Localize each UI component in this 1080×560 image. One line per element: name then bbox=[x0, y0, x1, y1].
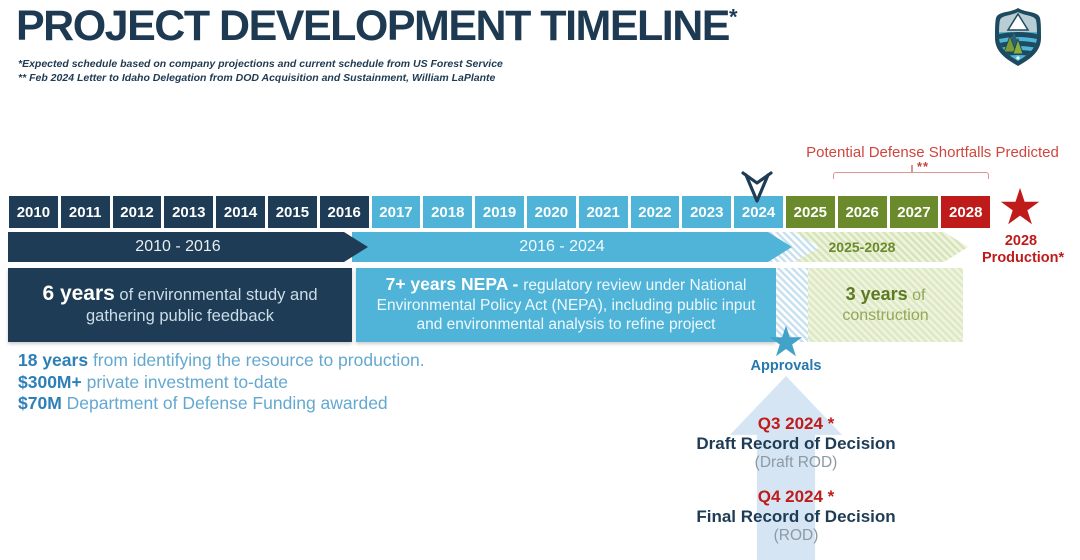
year-cell: 2028 bbox=[941, 196, 991, 228]
approvals-label: Approvals bbox=[750, 358, 822, 374]
year-cell: 2010 bbox=[9, 196, 58, 228]
phase-bar-construction: 2025-2028 bbox=[774, 232, 968, 262]
study-description-block: 6 years of environmental study and gathe… bbox=[8, 268, 352, 342]
milestone-title: Final Record of Decision bbox=[696, 507, 896, 526]
production-text: Production* bbox=[982, 250, 1065, 266]
milestone-sub: (ROD) bbox=[773, 527, 819, 544]
year-cell: 2017 bbox=[371, 196, 421, 228]
stat-line: $70M Department of Defense Funding award… bbox=[18, 393, 388, 413]
year-cell: 2012 bbox=[112, 196, 162, 228]
year-cell: 2011 bbox=[60, 196, 110, 228]
year-cell: 2014 bbox=[216, 196, 265, 228]
year-cell: 2015 bbox=[267, 196, 317, 228]
phase-bar-nepa: 2016 - 2024 bbox=[352, 232, 792, 262]
year-cell: 2027 bbox=[889, 196, 939, 228]
year-cell: 2025 bbox=[785, 196, 835, 228]
title-footnote-marker: * bbox=[728, 4, 738, 30]
shortfalls-bracket: ** bbox=[833, 159, 989, 179]
milestone-date: Q4 2024 * bbox=[757, 487, 835, 506]
stat-line: $300M+ private investment to-date bbox=[18, 371, 288, 392]
year-cell: 2020 bbox=[526, 196, 576, 228]
year-row: 2010 2011 2012 2013 2014 2015 2016 2017 2018 2019… bbox=[9, 196, 991, 228]
current-position-chevron-icon bbox=[737, 168, 777, 209]
nepa-description-block: 7+ years NEPA - regulatory review under … bbox=[356, 268, 776, 342]
nepa-rest: regulatory review under National Environ… bbox=[376, 277, 756, 334]
year-cell: 2018 bbox=[423, 196, 473, 228]
study-rest: of environmental study and gathering pub… bbox=[85, 286, 318, 325]
stat-line: 18 years from identifying the resource t… bbox=[18, 350, 425, 370]
transition-hatch-block bbox=[776, 268, 808, 342]
year-cell: 2019 bbox=[475, 196, 524, 228]
year-cell: 2022 bbox=[630, 196, 680, 228]
milestone-final-rod: Q4 2024 * Final Record of Decision (ROD) bbox=[670, 487, 922, 545]
year-cell: 2021 bbox=[578, 196, 628, 228]
approvals-star-icon: ★ bbox=[767, 318, 805, 365]
year-cell: 2024 bbox=[734, 196, 783, 228]
construction-years-bold: 3 years bbox=[845, 284, 908, 304]
production-label: 2028 Production* bbox=[982, 233, 1065, 267]
nepa-years-bold: 7+ years NEPA - bbox=[385, 274, 524, 295]
milestone-sub: (Draft ROD) bbox=[754, 454, 838, 471]
milestone-title: Draft Record of Decision bbox=[696, 434, 896, 453]
production-year: 2028 bbox=[1004, 233, 1038, 249]
year-cell: 2026 bbox=[837, 196, 887, 228]
footnote-1: *Expected schedule based on company proj… bbox=[18, 58, 503, 70]
milestone-date: Q3 2024 * bbox=[757, 414, 835, 433]
year-cell: 2023 bbox=[682, 196, 732, 228]
footnotes: *Expected schedule based on company proj… bbox=[18, 58, 503, 85]
phase-bar-study: 2010 - 2016 bbox=[8, 232, 368, 262]
year-cell: 2013 bbox=[164, 196, 214, 228]
shortfalls-annotation: Potential Defense Shortfalls Predicted bbox=[806, 144, 1059, 161]
year-cell: 2016 bbox=[319, 196, 369, 228]
milestones: Q3 2024 * Draft Record of Decision (Draf… bbox=[670, 414, 922, 545]
shortfalls-footnote-marker: ** bbox=[917, 159, 930, 174]
study-years-bold: 6 years bbox=[42, 282, 115, 305]
footnote-2: ** Feb 2024 Letter to Idaho Delegation f… bbox=[18, 71, 496, 84]
mountain-shield-logo-icon bbox=[990, 6, 1046, 73]
construction-description-block: 3 years of construction bbox=[808, 268, 963, 342]
page-title: PROJECT DEVELOPMENT TIMELINE* bbox=[16, 2, 738, 50]
construction-rest: of construction bbox=[842, 287, 929, 324]
production-star-icon: ★ bbox=[997, 179, 1043, 235]
bracket-tick bbox=[911, 165, 913, 173]
stats-list: 18 years from identifying the resource t… bbox=[18, 350, 425, 415]
milestone-draft-rod: Q3 2024 * Draft Record of Decision (Draf… bbox=[670, 414, 922, 472]
